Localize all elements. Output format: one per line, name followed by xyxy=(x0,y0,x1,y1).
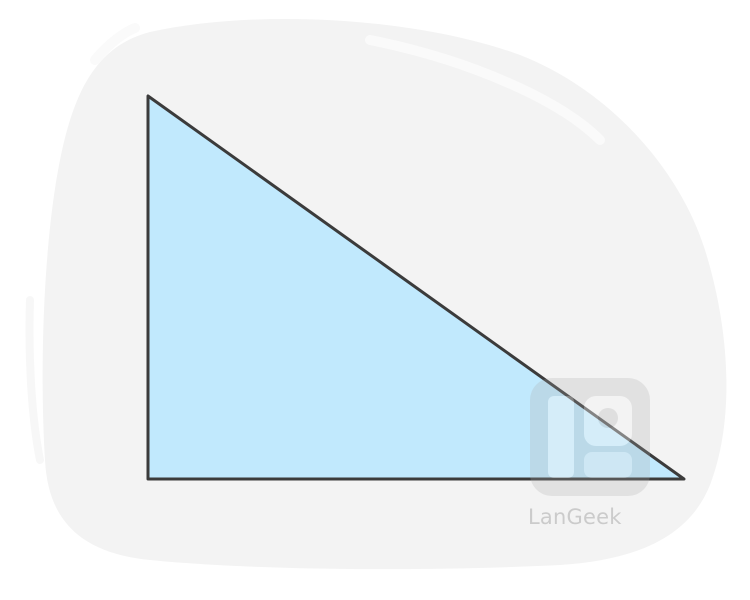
langeek-logo-icon xyxy=(530,378,650,496)
blob-highlight-stroke xyxy=(90,23,140,65)
blob-highlight-stroke-3 xyxy=(25,296,44,464)
blob-highlight-stroke-2 xyxy=(365,35,605,145)
watermark-text: LanGeek xyxy=(528,505,622,529)
right-triangle xyxy=(146,94,686,481)
